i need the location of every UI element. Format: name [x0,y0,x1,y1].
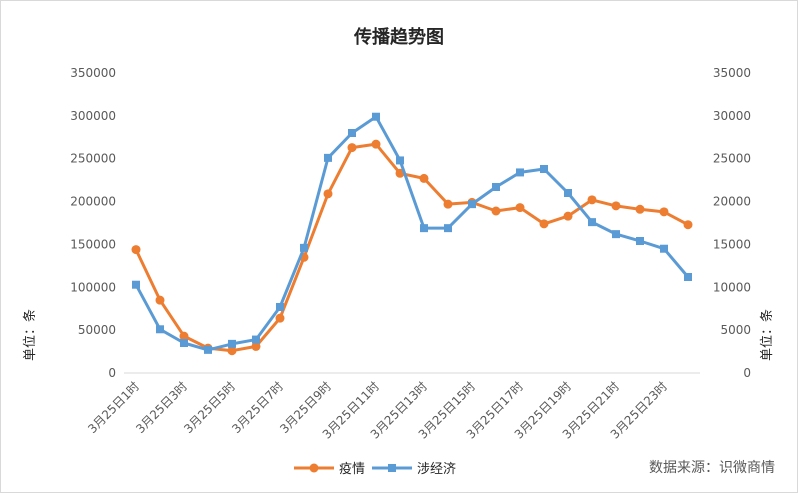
data-point [611,201,621,211]
data-point [227,346,237,356]
left-axis-tick-label: 350000 [70,66,116,80]
data-point [683,220,693,230]
data-point [539,219,549,229]
left-axis-tick-label: 300000 [70,109,116,123]
data-point [540,165,548,173]
right-axis-tick-label: 0 [743,366,751,380]
series-1 [131,139,693,356]
left-axis-tick-label: 250000 [70,152,116,166]
data-point [491,206,501,216]
data-point [468,200,476,209]
right-axis-tick-label: 20000 [713,195,751,209]
data-source-note: 数据来源：识微商情 [649,460,775,476]
data-point [443,199,453,209]
right-axis-tick-label: 15000 [713,237,751,251]
legend-label: 疫情 [339,461,365,477]
right-axis-tick-label: 30000 [713,109,751,123]
data-point [659,207,669,217]
data-point [515,203,525,213]
legend-label: 涉经济 [417,462,456,477]
right-axis-tick-label: 35000 [713,66,751,80]
data-point [324,153,332,162]
series-line [134,115,690,352]
data-point [347,143,357,153]
data-point [419,173,429,183]
legend: 疫情 涉经济 [294,461,456,477]
data-point [275,313,285,323]
series-layer [131,112,693,356]
data-point [156,325,164,334]
right-axis-tick-label: 5000 [720,323,751,337]
data-point [132,280,140,289]
data-point [371,139,381,149]
data-point [252,335,260,344]
series-2 [132,112,692,354]
left-axis-tick-label: 50000 [78,323,116,337]
series-line [134,142,690,353]
data-point [660,244,668,253]
data-point [684,273,692,281]
legend-marker [309,463,319,473]
data-point [348,129,356,137]
data-point [492,183,500,191]
legend-marker [388,464,396,472]
left-axis-tick-label: 0 [108,366,116,380]
data-point [228,339,236,348]
data-point [204,345,212,354]
x-axis-ticks: 3月25日1时3月25日3时3月25日5时3月25日7时3月25日9时3月25日… [85,379,670,441]
data-point [300,243,308,252]
data-point [131,245,141,255]
data-point [420,224,428,233]
data-point [179,331,189,341]
data-point [587,195,597,205]
data-point [323,189,333,199]
left-axis-ticks: 0 50000 100000 150000 200000 250000 300000 3500… [70,66,116,380]
left-axis-label: 单位：条 [22,309,38,361]
data-point [564,189,572,197]
data-point [588,218,596,227]
data-point [155,295,165,305]
data-point [396,156,404,165]
right-axis-tick-label: 10000 [713,280,751,294]
left-axis-tick-label: 150000 [70,237,116,251]
data-point [516,168,524,177]
data-point [444,224,452,233]
legend-item: 疫情 [294,461,365,477]
data-point [251,341,261,351]
left-axis-tick-label: 200000 [70,195,116,209]
left-axis-tick-label: 100000 [70,280,116,294]
legend-item: 涉经济 [372,462,456,477]
data-point [563,211,573,221]
right-axis-label: 单位：条 [759,309,775,361]
data-point [180,339,188,347]
data-point [635,204,645,214]
data-point [612,230,620,239]
right-axis-tick-label: 25000 [713,152,751,166]
chart-title: 传播趋势图 [353,26,444,48]
data-point [276,303,284,311]
right-axis-ticks: 0 5000 10000 15000 20000 25000 30000 35000 [713,66,751,380]
data-point [372,112,380,121]
data-point [636,237,644,245]
